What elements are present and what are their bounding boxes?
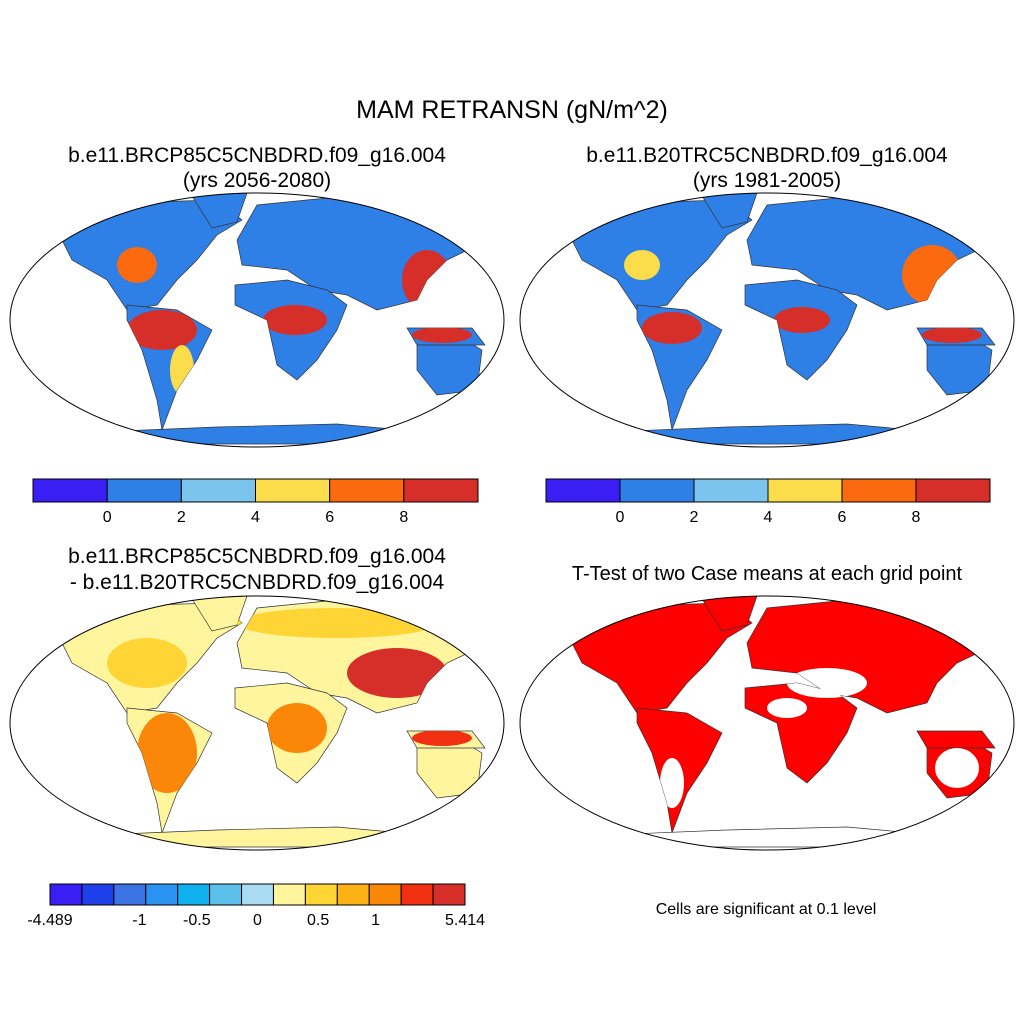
land	[56, 596, 490, 848]
region	[137, 713, 197, 793]
colorbar-box	[81, 883, 115, 906]
region	[237, 608, 437, 638]
colorbar-box	[915, 478, 991, 503]
colorbar-box	[545, 478, 621, 503]
colorbar-tick-label: 2	[177, 509, 186, 526]
colorbar-tick-label: -4.489	[27, 912, 72, 929]
colorbar-box	[841, 478, 917, 503]
colorbar-box	[619, 478, 695, 503]
footnote: Cells are significant at 0.1 level	[656, 901, 877, 918]
continent	[566, 423, 983, 445]
figure-title: MAM RETRANSN (gN/m^2)	[356, 96, 668, 124]
panel-title: b.e11.B20TRC5CNBDRD.f09_g16.004	[586, 144, 948, 167]
colorbar-tick-label: 0.5	[307, 912, 329, 929]
colorbar-tick-label: 8	[912, 509, 921, 526]
colorbar-box	[255, 478, 331, 503]
panel-title: T-Test of two Case means at each grid po…	[572, 563, 963, 585]
region	[402, 250, 452, 310]
colorbar-box	[693, 478, 769, 503]
continent	[56, 423, 473, 445]
colorbar-box	[403, 478, 479, 503]
colorbar-tick-label: 6	[838, 509, 847, 526]
map-panel	[9, 595, 505, 851]
panel-title: b.e11.BRCP85C5CNBDRD.f09_g16.004	[68, 144, 446, 167]
colorbar-box	[32, 478, 108, 503]
map-outline	[9, 192, 505, 448]
land	[566, 193, 1000, 445]
colorbar-box	[145, 883, 179, 906]
region	[660, 758, 684, 808]
region	[935, 748, 979, 788]
region	[922, 327, 982, 343]
colorbar-tick-label: -0.5	[183, 912, 211, 929]
colorbar-box	[368, 883, 402, 906]
colorbar-box	[304, 883, 338, 906]
colorbar-box	[272, 883, 306, 906]
colorbar-tick-label: -1	[132, 912, 146, 929]
regions	[107, 608, 472, 793]
region	[642, 312, 702, 344]
panel-title: - b.e11.B20TRC5CNBDRD.f09_g16.004	[70, 571, 445, 594]
region	[902, 245, 962, 305]
region	[774, 307, 830, 333]
land	[56, 193, 490, 445]
colorbar-box	[113, 883, 147, 906]
region	[263, 305, 327, 335]
map-panel	[519, 192, 1015, 448]
region	[127, 310, 197, 350]
colorbar-tick-label: 4	[764, 509, 773, 526]
region	[267, 703, 327, 753]
land	[566, 596, 1000, 848]
regions	[624, 245, 982, 344]
region	[117, 247, 157, 283]
colorbar-tick-label: 0	[103, 509, 112, 526]
region	[412, 730, 472, 746]
colorbar-tick-label: 6	[325, 509, 334, 526]
region	[624, 250, 660, 280]
colorbar-box	[177, 883, 211, 906]
colorbar-box	[49, 883, 83, 906]
region	[787, 668, 867, 698]
colorbar-box	[336, 883, 370, 906]
region	[347, 648, 447, 698]
colorbar-tick-label: 1	[371, 912, 380, 929]
regions	[660, 668, 979, 808]
colorbar-box	[106, 478, 182, 503]
map-outline	[519, 192, 1015, 448]
colorbar-tick-label: 8	[399, 509, 408, 526]
map-panel	[9, 192, 505, 448]
colorbar-box	[400, 883, 434, 906]
region	[412, 327, 472, 343]
map-outline	[9, 595, 505, 851]
map-panel	[519, 595, 1015, 851]
colorbar-box	[241, 883, 274, 906]
colorbar-box	[432, 883, 466, 906]
colorbar-tick-label: 2	[690, 509, 699, 526]
colorbar-box	[767, 478, 843, 503]
continent	[916, 730, 996, 749]
region	[767, 698, 807, 718]
colorbar-tick-label: 4	[251, 509, 260, 526]
colorbar-tick-label: 0	[253, 912, 262, 929]
continent	[744, 682, 858, 784]
panel-title: (yrs 1981-2005)	[693, 169, 841, 192]
region	[107, 638, 187, 688]
continent	[56, 826, 473, 848]
colorbar-box	[209, 883, 243, 906]
panel-title: (yrs 2056-2080)	[183, 169, 331, 192]
colorbar-tick-label: 5.414	[445, 912, 485, 929]
panel-title: b.e11.BRCP85C5CNBDRD.f09_g16.004	[68, 545, 446, 568]
colorbar-tick-label: 0	[616, 509, 625, 526]
colorbar-box	[180, 478, 256, 503]
colorbar-box	[329, 478, 405, 503]
continent	[566, 826, 983, 848]
map-outline	[519, 595, 1015, 851]
